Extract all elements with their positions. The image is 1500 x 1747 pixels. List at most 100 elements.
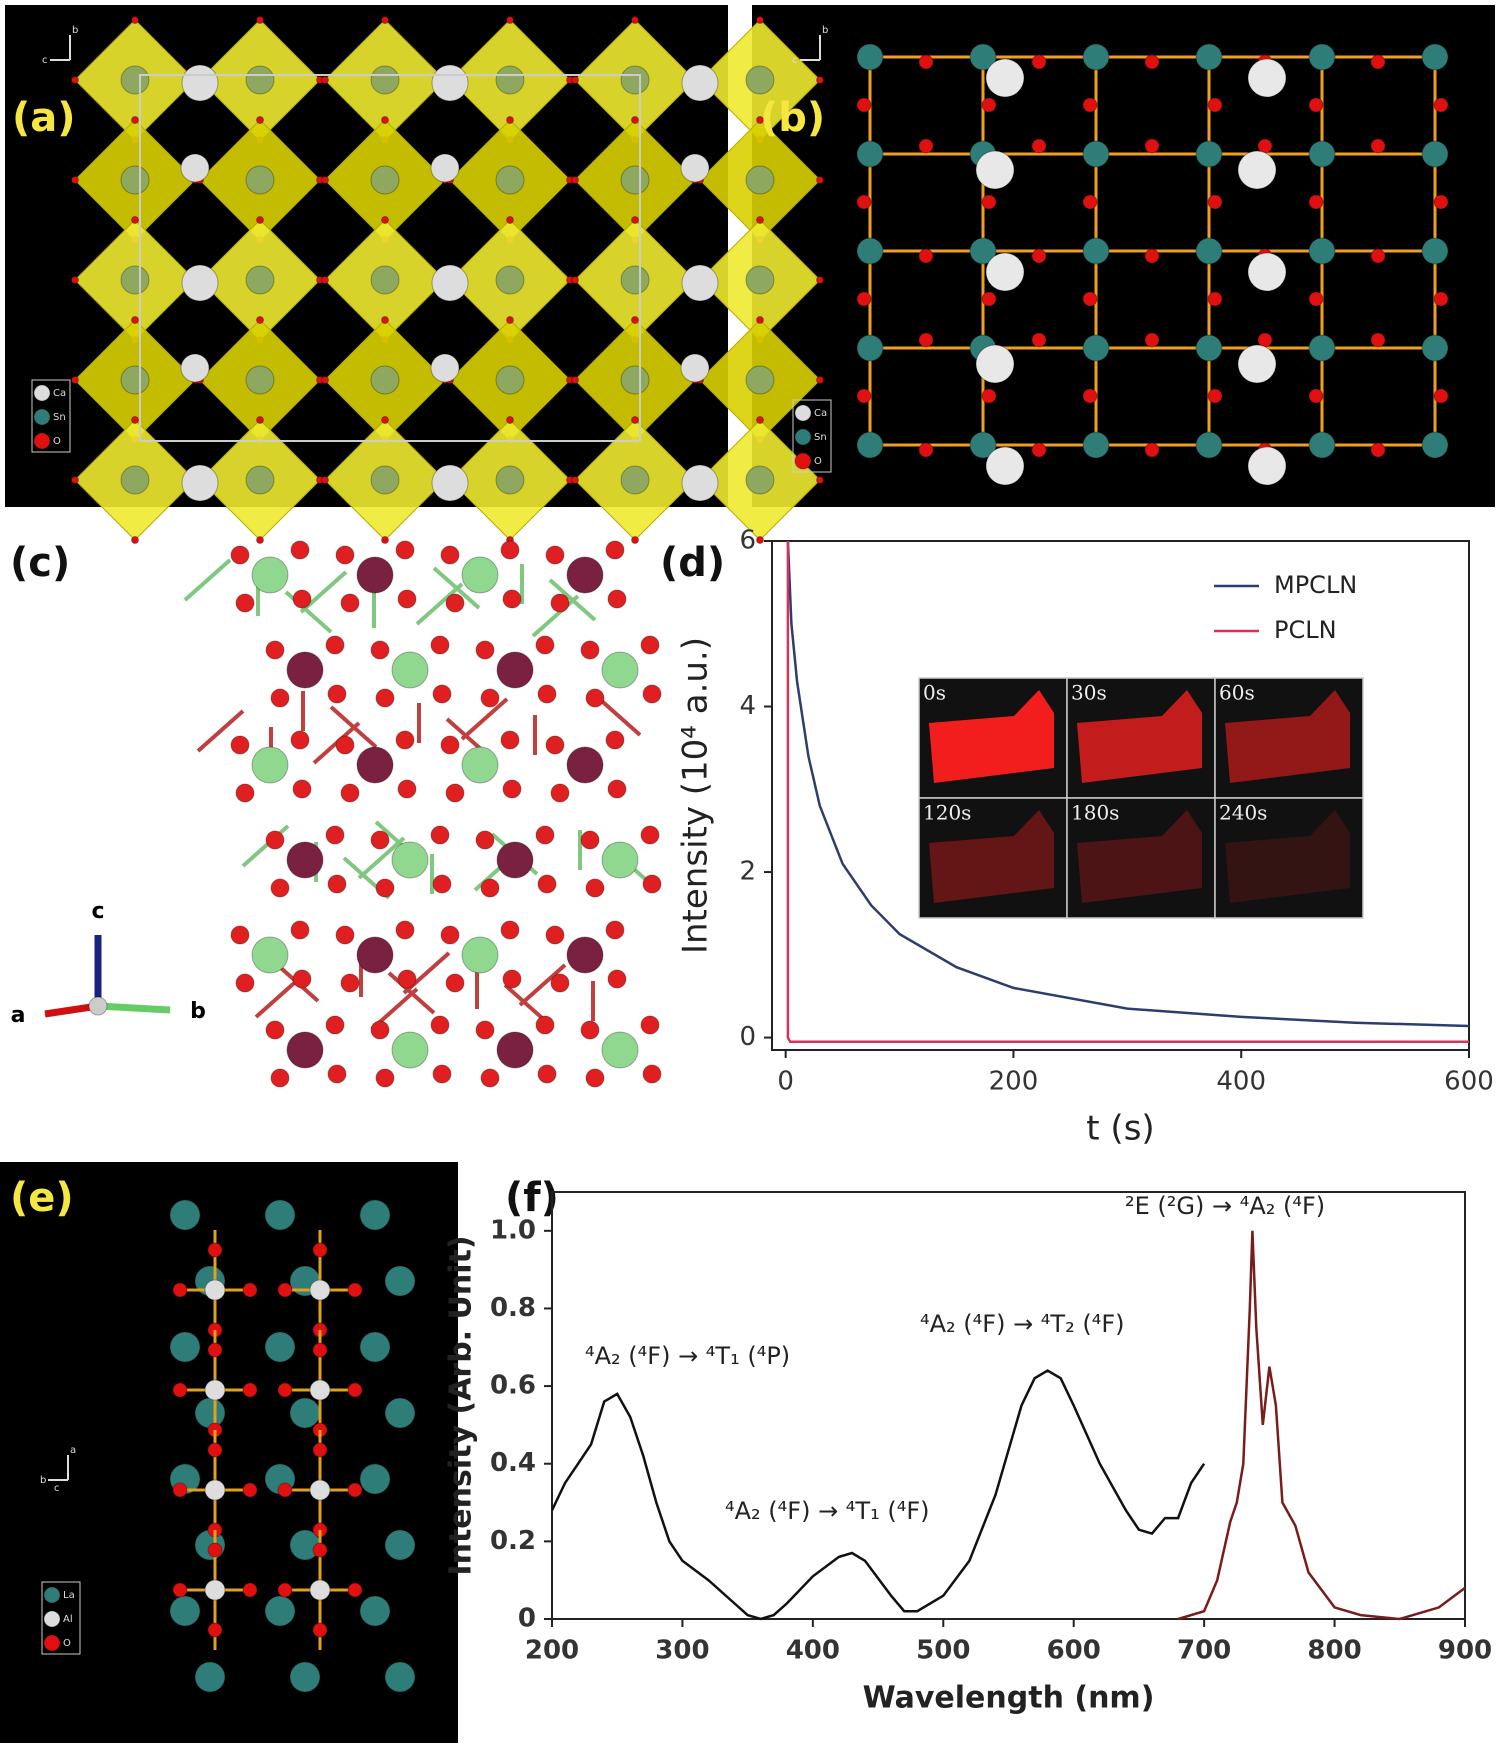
atom: [194, 1661, 226, 1693]
atom: [370, 265, 400, 295]
atom: [601, 841, 639, 879]
atom: [495, 365, 525, 395]
atom: [1370, 54, 1386, 70]
atom: [545, 925, 565, 945]
atom: [327, 1064, 347, 1084]
x-tick-label: 500: [916, 1636, 970, 1666]
atom: [969, 237, 997, 265]
atom: [270, 1068, 290, 1088]
panel-label: (a): [12, 95, 76, 141]
atom: [1247, 252, 1287, 292]
atom: [607, 969, 627, 989]
atom: [1421, 237, 1449, 265]
x-tick-label: 400: [1216, 1067, 1266, 1097]
atom: [347, 1482, 363, 1498]
panel-label: (e): [10, 1175, 74, 1221]
atom: [33, 384, 51, 402]
atom: [290, 540, 310, 560]
atom: [395, 540, 415, 560]
atom: [445, 973, 465, 993]
atom: [375, 688, 395, 708]
atom: [1082, 97, 1098, 113]
atom: [607, 779, 627, 799]
atom: [335, 545, 355, 565]
atom: [985, 446, 1025, 486]
atom: [1082, 388, 1098, 404]
atom: [292, 779, 312, 799]
atom: [172, 1482, 188, 1498]
atom: [856, 43, 884, 71]
atom: [370, 640, 390, 660]
atom: [642, 684, 662, 704]
atom: [756, 16, 764, 24]
atom: [1421, 334, 1449, 362]
atom: [71, 76, 79, 84]
atom: [359, 1331, 391, 1363]
atom: [918, 54, 934, 70]
atom: [370, 165, 400, 195]
atom: [1370, 138, 1386, 154]
atom: [286, 1031, 324, 1069]
bond: [241, 824, 290, 868]
axis-arrow: [97, 1002, 171, 1014]
atom: [207, 1622, 223, 1638]
atom: [1370, 332, 1386, 348]
atom: [432, 1064, 452, 1084]
atom: [1144, 138, 1160, 154]
atom: [230, 735, 250, 755]
line-series: [786, 540, 1469, 1028]
atom: [918, 248, 934, 264]
atom: [856, 194, 872, 210]
atom: [172, 1282, 188, 1298]
atom: [620, 465, 650, 495]
bond: [357, 836, 406, 880]
atom: [605, 540, 625, 560]
atom: [264, 1595, 296, 1627]
atom: [71, 276, 79, 284]
x-axis-label: Wavelength (nm): [863, 1681, 1155, 1716]
atom: [359, 1199, 391, 1231]
atom: [631, 536, 639, 544]
bond: [196, 709, 245, 753]
atom: [642, 874, 662, 894]
atom: [325, 635, 345, 655]
atom: [1082, 334, 1110, 362]
atom: [381, 216, 389, 224]
atom: [384, 1265, 416, 1297]
inset-sample: [1077, 810, 1202, 903]
atom: [370, 465, 400, 495]
atom: [289, 1397, 321, 1429]
legend-label: O: [814, 456, 822, 467]
atom: [981, 291, 997, 307]
atom: [620, 165, 650, 195]
atom: [981, 97, 997, 113]
atom: [1082, 194, 1098, 210]
atom: [981, 194, 997, 210]
atom: [816, 176, 824, 184]
atom: [395, 730, 415, 750]
atom: [856, 97, 872, 113]
atom: [535, 1015, 555, 1035]
atom: [120, 365, 150, 395]
atom: [204, 1479, 226, 1501]
atom: [475, 640, 495, 660]
atom: [681, 64, 719, 102]
atom: [172, 1382, 188, 1398]
atom: [1031, 248, 1047, 264]
atom: [580, 640, 600, 660]
atom: [245, 265, 275, 295]
atom: [571, 176, 579, 184]
atom: [340, 593, 360, 613]
atom: [312, 1442, 328, 1458]
atom: [605, 920, 625, 940]
panel-label: (d): [660, 540, 725, 586]
atom: [43, 1586, 61, 1604]
atom: [500, 730, 520, 750]
atom: [585, 688, 605, 708]
atom: [256, 536, 264, 544]
axis-label: a: [70, 1445, 76, 1456]
axis-label: c: [792, 55, 798, 66]
atom: [607, 589, 627, 609]
atom: [495, 265, 525, 295]
atom: [506, 216, 514, 224]
